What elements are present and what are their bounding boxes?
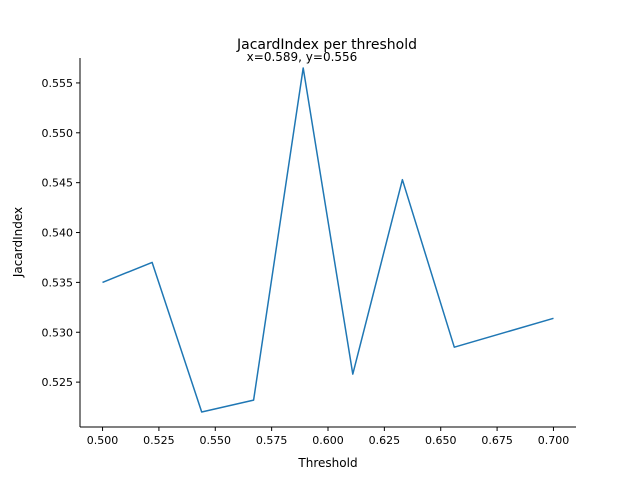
x-tick-label: 0.700 xyxy=(538,434,570,447)
y-axis-ticks: 0.525 0.530 0.535 0.540 0.545 0.550 0.555 xyxy=(42,77,80,389)
x-tick-label: 0.550 xyxy=(200,434,232,447)
y-axis-label: JacardIndex xyxy=(11,207,25,278)
y-tick-label: 0.555 xyxy=(42,77,74,90)
chart-title: JacardIndex per threshold xyxy=(236,37,417,53)
x-tick-label: 0.575 xyxy=(256,434,288,447)
x-tick-label: 0.650 xyxy=(425,434,457,447)
x-tick-label: 0.625 xyxy=(369,434,401,447)
y-tick-label: 0.540 xyxy=(42,227,74,240)
x-tick-label: 0.675 xyxy=(481,434,513,447)
x-tick-label: 0.600 xyxy=(312,434,344,447)
x-tick-label: 0.525 xyxy=(143,434,175,447)
series-line xyxy=(102,67,554,413)
x-axis-label: Threshold xyxy=(297,456,357,470)
x-tick-label: 0.500 xyxy=(87,434,119,447)
y-tick-label: 0.545 xyxy=(42,177,74,190)
y-tick-label: 0.550 xyxy=(42,127,74,140)
y-tick-label: 0.530 xyxy=(42,326,74,339)
peak-annotation: x=0.589, y=0.556 xyxy=(247,50,358,64)
y-tick-label: 0.535 xyxy=(42,276,74,289)
y-tick-label: 0.525 xyxy=(42,376,74,389)
plot-area xyxy=(102,67,554,413)
x-axis-ticks: 0.500 0.525 0.550 0.575 0.600 0.625 0.650 0.675… xyxy=(87,427,569,447)
